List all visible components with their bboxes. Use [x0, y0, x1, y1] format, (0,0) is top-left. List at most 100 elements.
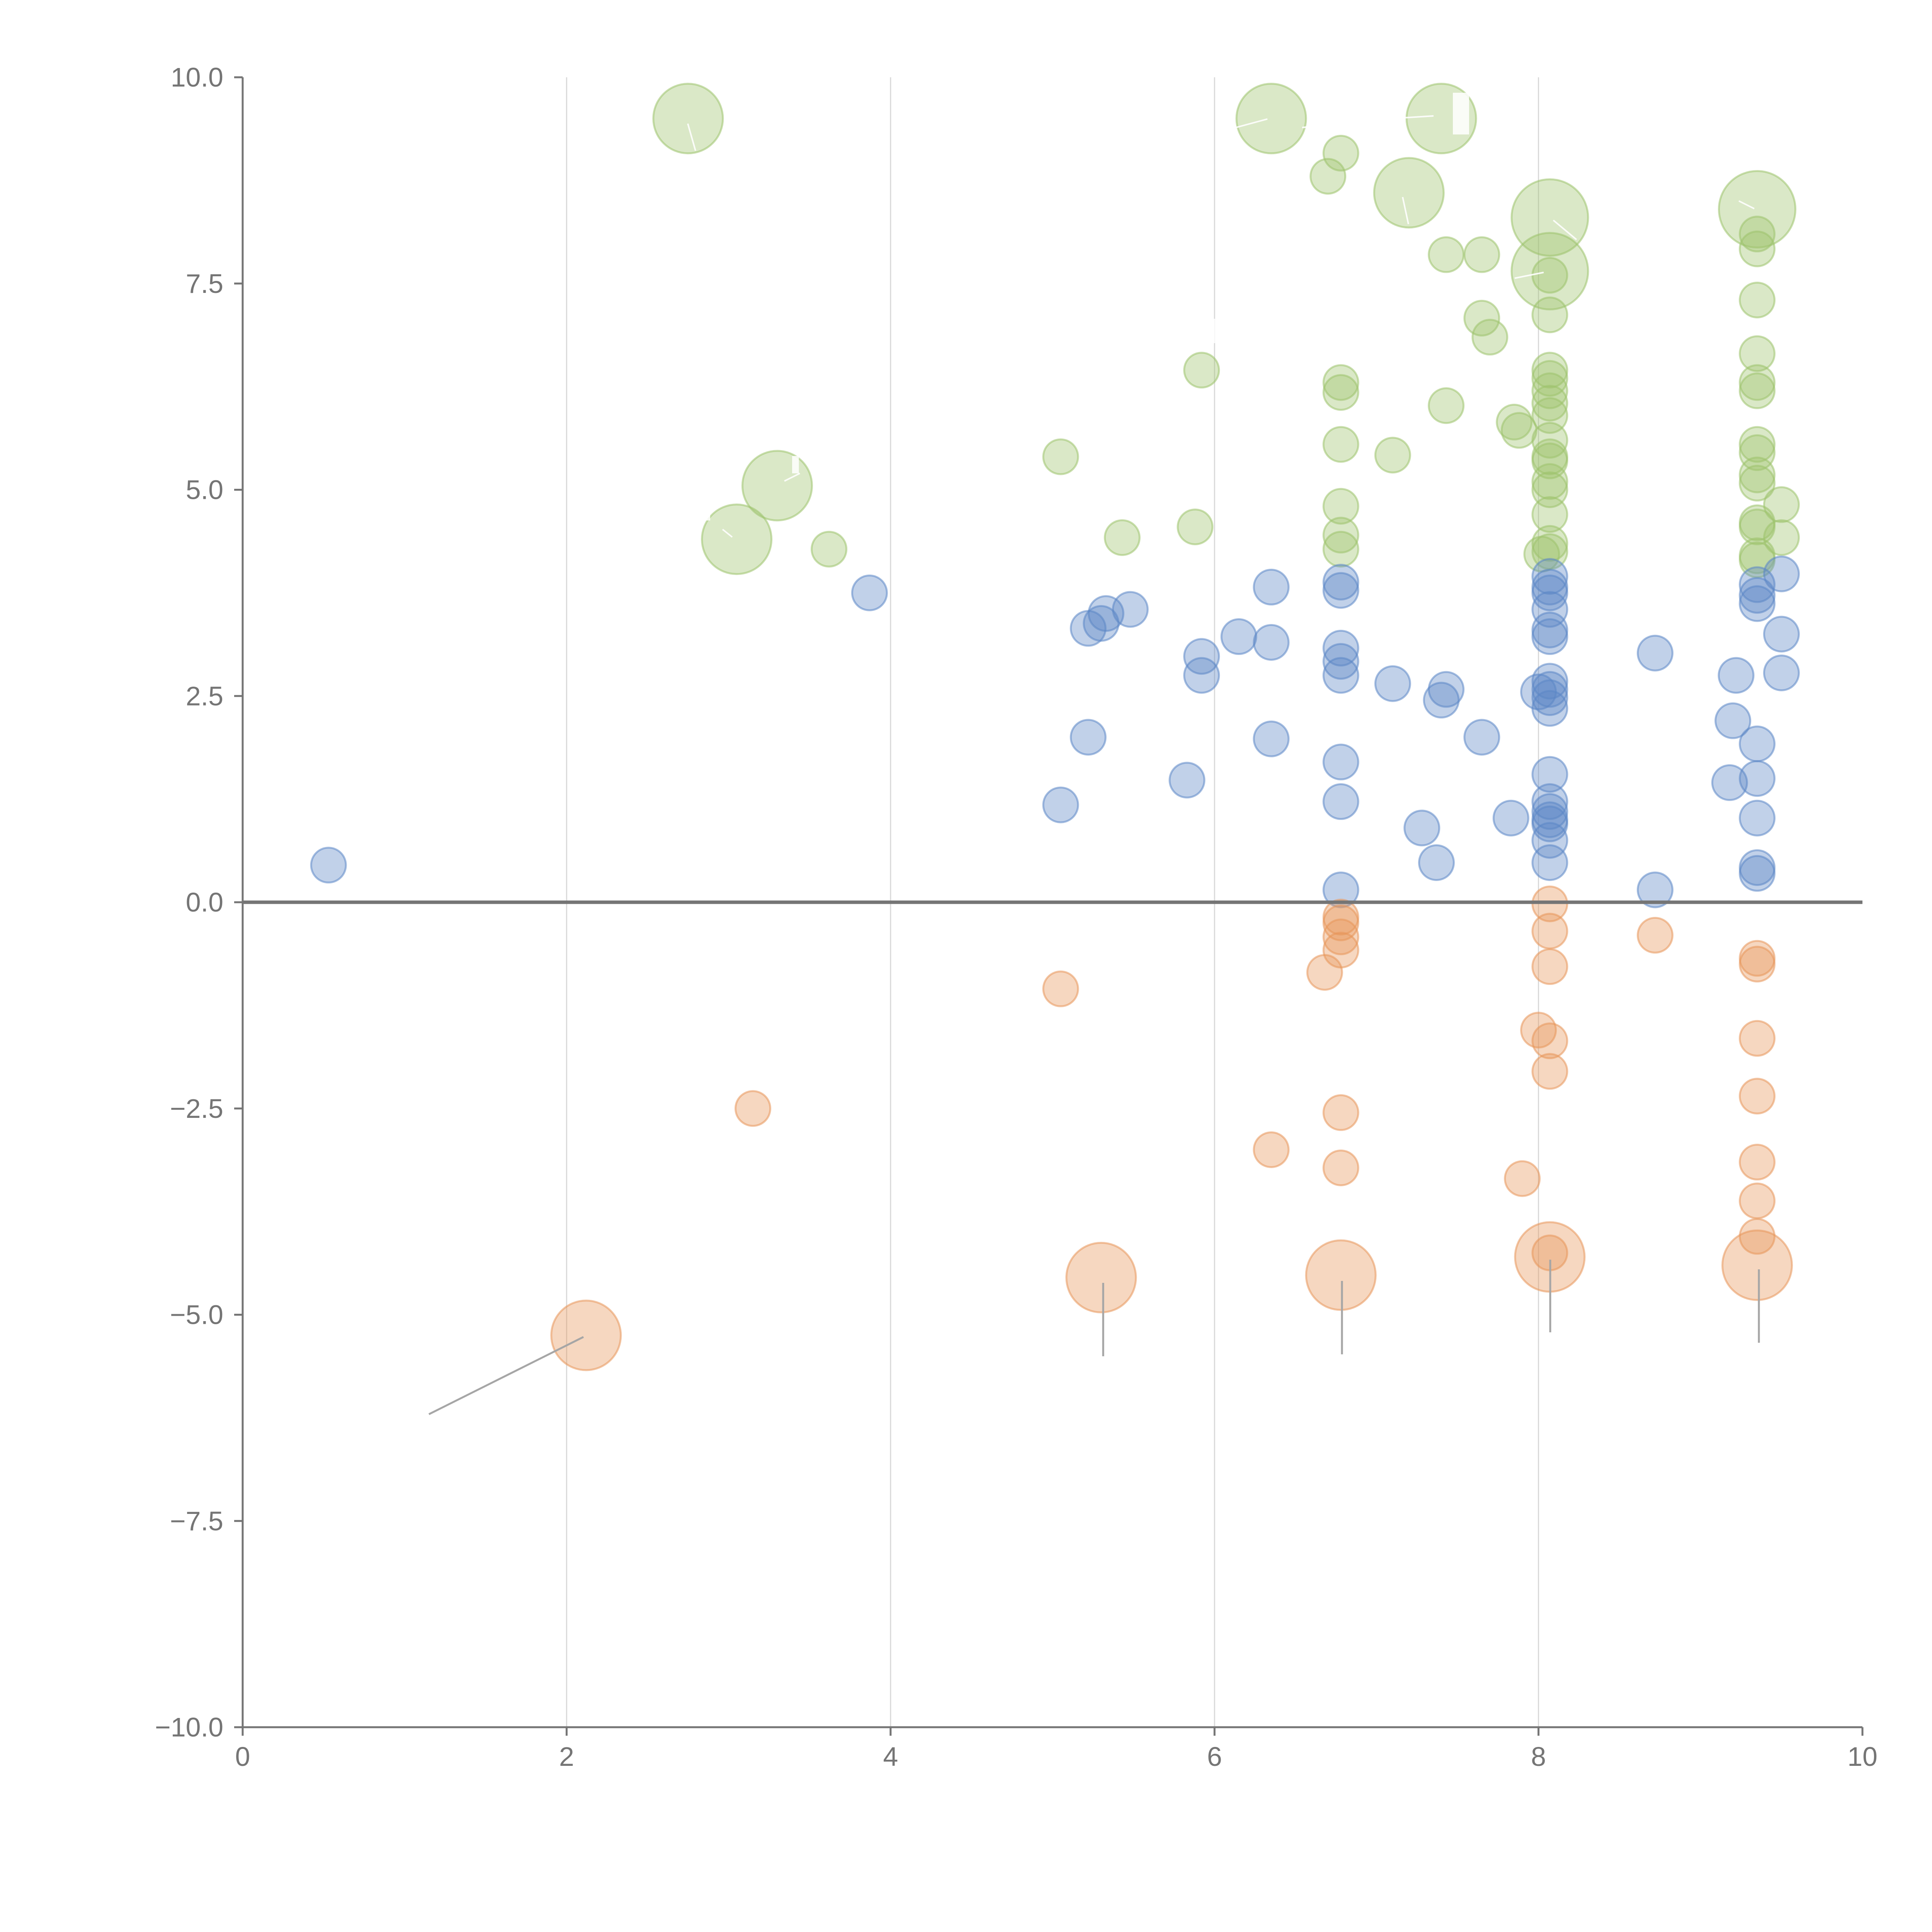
green-point	[1531, 296, 1568, 333]
y-tick-label: −7.5	[170, 1506, 223, 1536]
orange-point	[1531, 913, 1568, 950]
blue-point	[1739, 577, 1776, 614]
blue-point	[1718, 657, 1755, 694]
green-point	[652, 83, 724, 155]
leader-line	[784, 473, 800, 482]
green-point	[1463, 236, 1500, 273]
annotation-glyph	[1453, 93, 1469, 134]
leader-line	[1553, 219, 1577, 240]
green-point	[1322, 134, 1359, 172]
blue-point	[1711, 764, 1748, 801]
green-point	[1373, 157, 1445, 229]
green-point	[1104, 519, 1141, 556]
x-tick-label: 4	[883, 1742, 898, 1772]
blue-point	[1418, 844, 1455, 881]
blue-point	[1739, 725, 1776, 762]
green-point	[1322, 531, 1359, 568]
green-point	[1322, 488, 1359, 525]
green-point	[811, 531, 848, 568]
blue-point	[1531, 591, 1568, 628]
leader-line	[1738, 200, 1755, 209]
orange-point	[1739, 1144, 1776, 1181]
blue-point	[1531, 679, 1568, 716]
green-point	[1739, 456, 1776, 493]
green-point	[1739, 364, 1776, 401]
blue-point	[1220, 618, 1257, 655]
green-point	[1428, 387, 1465, 424]
orange-point	[1065, 1242, 1137, 1313]
blue-point	[1253, 720, 1290, 757]
green-point	[1235, 83, 1307, 155]
orange-point	[1721, 1229, 1793, 1301]
green-point	[1739, 464, 1776, 502]
blue-point	[1168, 762, 1206, 799]
orange-point	[1531, 1022, 1568, 1060]
green-point	[1531, 442, 1568, 480]
blue-point	[1531, 618, 1568, 655]
green-point	[1510, 232, 1589, 311]
blue-point	[1636, 634, 1673, 672]
annotation-glyph	[792, 456, 799, 473]
orange-point	[1739, 1182, 1776, 1219]
y-tick-label: −5.0	[170, 1300, 223, 1330]
x-tick-label: 6	[1207, 1742, 1222, 1772]
y-tick-label: 2.5	[186, 681, 223, 711]
blue-point	[851, 574, 888, 611]
blue-point	[1531, 822, 1568, 859]
blue-point	[1492, 799, 1529, 837]
green-point	[1531, 384, 1568, 422]
blue-point	[1083, 605, 1120, 642]
leader-line	[1302, 126, 1310, 128]
blue-point	[1531, 671, 1568, 708]
orange-point	[1739, 1078, 1776, 1115]
green-point	[1177, 509, 1214, 546]
blue-point	[1403, 810, 1440, 847]
green-point	[1718, 170, 1797, 249]
blue-point	[1322, 564, 1359, 601]
orange-point	[550, 1299, 622, 1371]
x-tick-label: 8	[1531, 1742, 1546, 1772]
blue-point	[1739, 760, 1776, 797]
y-tick-label: −2.5	[170, 1094, 223, 1124]
blue-point	[1739, 566, 1776, 603]
green-point	[1531, 257, 1568, 294]
orange-point	[1253, 1131, 1290, 1168]
orange-point	[1739, 1218, 1776, 1255]
green-point	[1310, 158, 1347, 195]
orange-point	[1306, 954, 1343, 991]
leader-line	[1228, 118, 1268, 130]
blue-point	[1739, 585, 1776, 622]
blue-point	[1183, 657, 1220, 694]
green-point	[1322, 364, 1359, 401]
blue-point	[1070, 719, 1107, 756]
green-point	[1739, 335, 1776, 372]
orange-point	[1531, 1053, 1568, 1090]
green-point	[1739, 216, 1776, 253]
blue-point	[1322, 643, 1359, 680]
blue-point	[1183, 638, 1220, 675]
orange-point	[1042, 970, 1079, 1007]
green-point	[1374, 437, 1411, 474]
y-tick-label: 10.0	[171, 62, 223, 92]
green-point	[1739, 509, 1776, 546]
data-points	[310, 83, 1800, 1371]
green-point	[1183, 352, 1220, 389]
y-tick-label: 7.5	[186, 269, 223, 299]
blue-point	[1322, 743, 1359, 781]
green-point	[1322, 426, 1359, 463]
y-tick-label: 5.0	[186, 475, 223, 505]
green-point	[1739, 281, 1776, 318]
green-point	[1739, 230, 1776, 267]
orange-point	[1305, 1239, 1377, 1311]
y-tick-label: −10.0	[155, 1712, 223, 1742]
green-point	[701, 503, 773, 575]
blue-point	[1636, 871, 1673, 908]
green-point	[1322, 517, 1359, 554]
orange-point	[1636, 917, 1673, 954]
blue-point	[1739, 799, 1776, 837]
blue-point	[1322, 783, 1359, 820]
green-point	[1322, 374, 1359, 411]
annotation-glyphs	[699, 93, 1469, 520]
x-tick-label: 10	[1847, 1742, 1878, 1772]
